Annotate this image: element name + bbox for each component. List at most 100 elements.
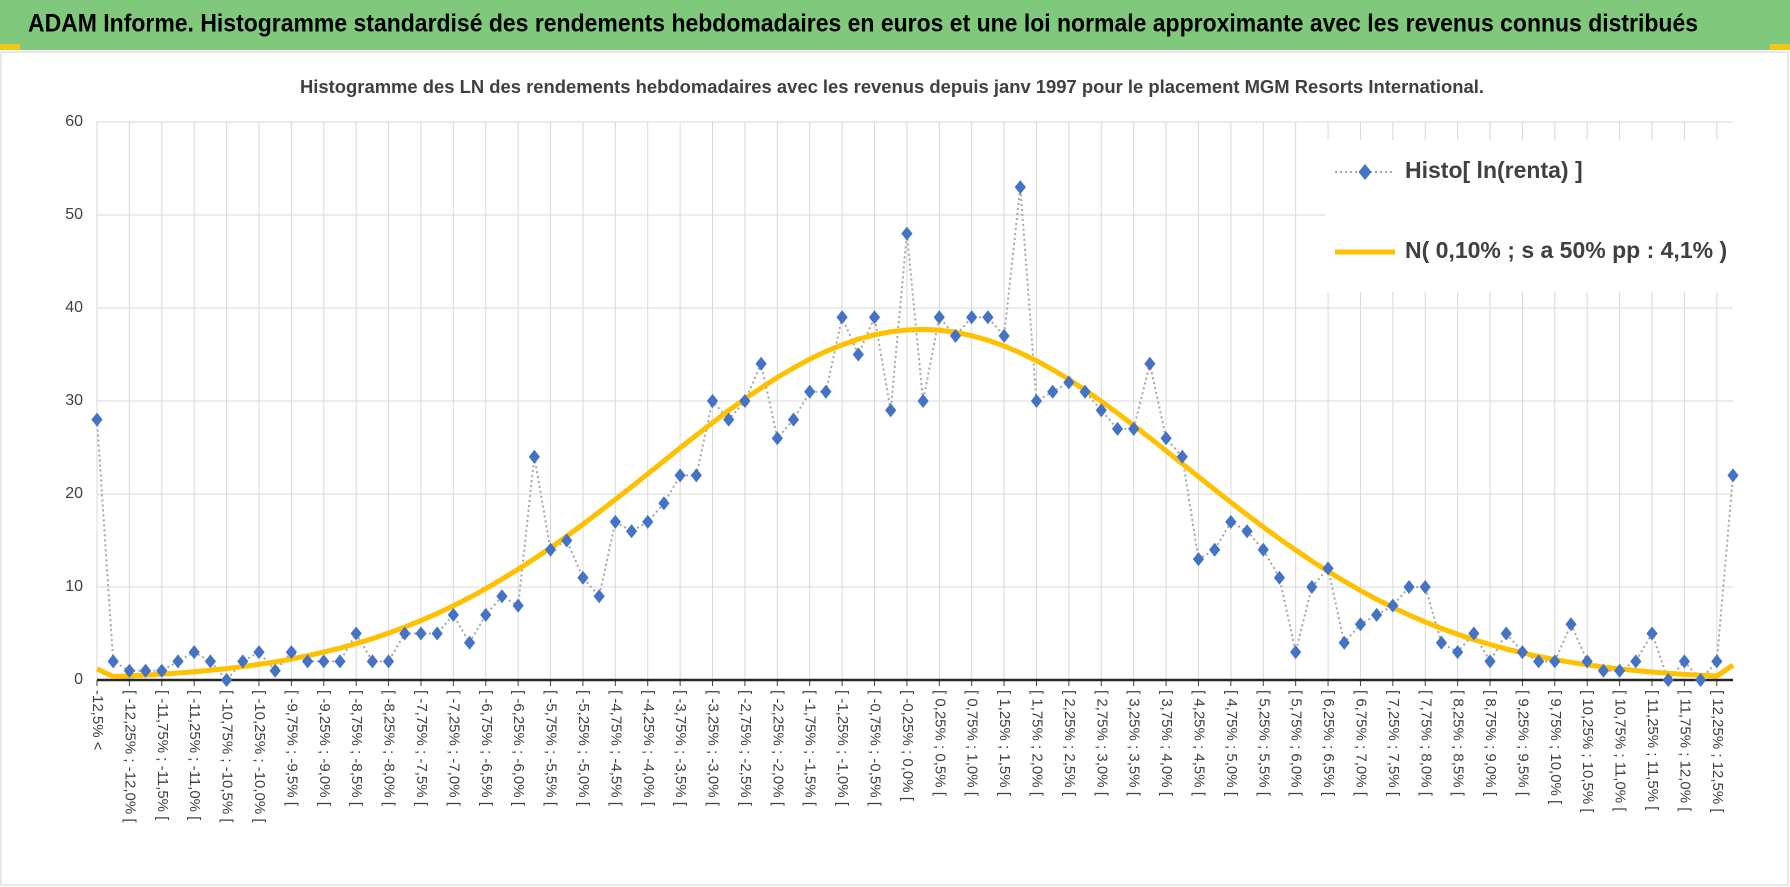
data-point [771,431,783,446]
x-tick-label: [ 6,75% ; 7,0% [ [1352,690,1369,797]
legend-box [1325,140,1733,292]
x-tick-label: [ -10,75% ; -10,5% [ [219,690,236,823]
legend-label: N( 0,10% ; s a 50% pp : 4,1% ) [1405,237,1727,263]
data-point [1678,654,1691,669]
series-line [95,326,1735,680]
data-point [1484,654,1496,669]
data-point [544,542,557,557]
x-tick-label: [ -1,75% ; -1,5% [ [802,690,819,807]
data-point [706,394,719,408]
x-tick-label: [ 0,75% ; 1,0% [ [964,690,981,797]
data-point [1549,654,1561,669]
data-point [917,394,929,408]
data-point [1516,645,1529,660]
x-tick-label: [ 0,25% ; 0,5% [ [931,690,948,797]
x-tick-label: [ -6,75% ; -6,5% [ [478,690,495,807]
x-tick-label: [ -0,75% ; -0,5% [ [867,690,884,807]
y-tick-label: 0 [74,671,83,688]
x-tick-label: [ -9,25% ; -9,0% [ [316,690,333,807]
data-point [366,654,378,669]
data-point [415,626,427,641]
x-tick-label: [ -6,25% ; -6,0% [ [510,690,527,807]
data-point [91,412,103,427]
data-point [577,570,589,585]
data-point [1338,635,1350,650]
x-tick-label: [ -5,75% ; -5,5% [ [543,690,560,807]
data-point [1403,580,1415,594]
data-point [755,356,767,371]
x-tick-label: [ -1,25% ; -1,0% [ [834,690,851,807]
x-tick-label: [ 8,25% ; 8,5% [ [1450,690,1467,797]
data-point [1419,580,1431,594]
data-point [1128,421,1140,436]
data-point [1111,421,1124,436]
data-point [1371,607,1383,622]
data-point [1160,431,1172,446]
data-point [674,468,686,483]
data-point [1468,626,1480,641]
data-point [1241,524,1253,539]
data-point [1662,673,1674,687]
data-point [966,310,978,325]
data-point [868,310,881,325]
data-point [1727,468,1739,483]
data-point [609,514,621,529]
data-point [1079,384,1091,399]
header-accent [0,44,20,50]
x-tick-label: [ 3,75% ; 4,0% [ [1158,690,1175,797]
data-point [998,328,1010,343]
data-point [237,654,249,669]
y-tick-label: 10 [65,578,83,595]
x-tick-label: [ 10,25% ; 10,5% [ [1579,690,1596,813]
data-point [949,328,962,343]
data-point [1565,617,1577,632]
data-point [334,654,346,669]
data-point [852,347,864,362]
x-tick-label: [ -3,25% ; -3,0% [ [705,690,722,807]
data-point [172,654,184,669]
data-point [836,310,848,325]
x-tick-label: [ 7,75% ; 8,0% [ [1417,690,1434,797]
x-tick-label: [ 6,25% ; 6,5% [ [1320,690,1337,797]
x-tick-label: [ 5,75% ; 6,0% [ [1288,690,1305,797]
data-point [350,626,362,641]
data-point [139,663,152,678]
x-tick-label: [ 7,25% ; 7,5% [ [1385,690,1402,797]
legend-label: Histo[ ln(renta) ] [1405,157,1583,183]
x-tick-label: [ 1,25% ; 1,5% [ [996,690,1013,797]
x-tick-label: [ -10,25% ; -10,0% [ [251,690,268,823]
data-point [1290,645,1302,660]
data-point [156,663,168,678]
data-point [107,654,119,669]
y-tick-label: 20 [65,485,83,502]
x-tick-label: [ -2,75% ; -2,5% [ [737,690,754,807]
data-point [625,524,638,539]
x-tick-label: [ -7,25% ; -7,0% [ [445,690,462,807]
data-point [269,663,281,678]
data-point [1533,654,1545,669]
data-point [804,384,816,399]
data-point [496,589,508,604]
data-point [512,598,524,613]
x-tick-label: [ 9,75% ; 10,0% [ [1547,690,1564,805]
data-point [1030,394,1043,408]
y-tick-label: 60 [65,113,83,130]
data-point [690,468,702,483]
x-tick-label: [ -0,25% ; 0,0% [ [899,690,916,802]
legend-marker [1358,164,1372,180]
data-point [431,626,443,641]
x-tick-label: [ 11,25% ; 11,5% [ [1644,690,1661,811]
y-tick-label: 30 [65,392,83,409]
data-point [204,654,216,669]
x-tick-label: [ -2,25% ; -2,0% [ [769,690,786,807]
x-tick-label: [ 1,75% ; 2,0% [ [1029,690,1046,797]
data-point [1581,654,1593,669]
data-point [1273,570,1286,585]
data-point [1711,654,1723,669]
x-tick-label: [ 11,75% ; 12,0% [ [1676,690,1693,812]
data-point [1614,663,1626,678]
x-tick-label: [ -12,25% ; -12,0% [ [121,690,138,823]
x-tick-label: [ -11,75% ; -11,5% [ [154,690,171,821]
chart-frame [0,51,1789,886]
